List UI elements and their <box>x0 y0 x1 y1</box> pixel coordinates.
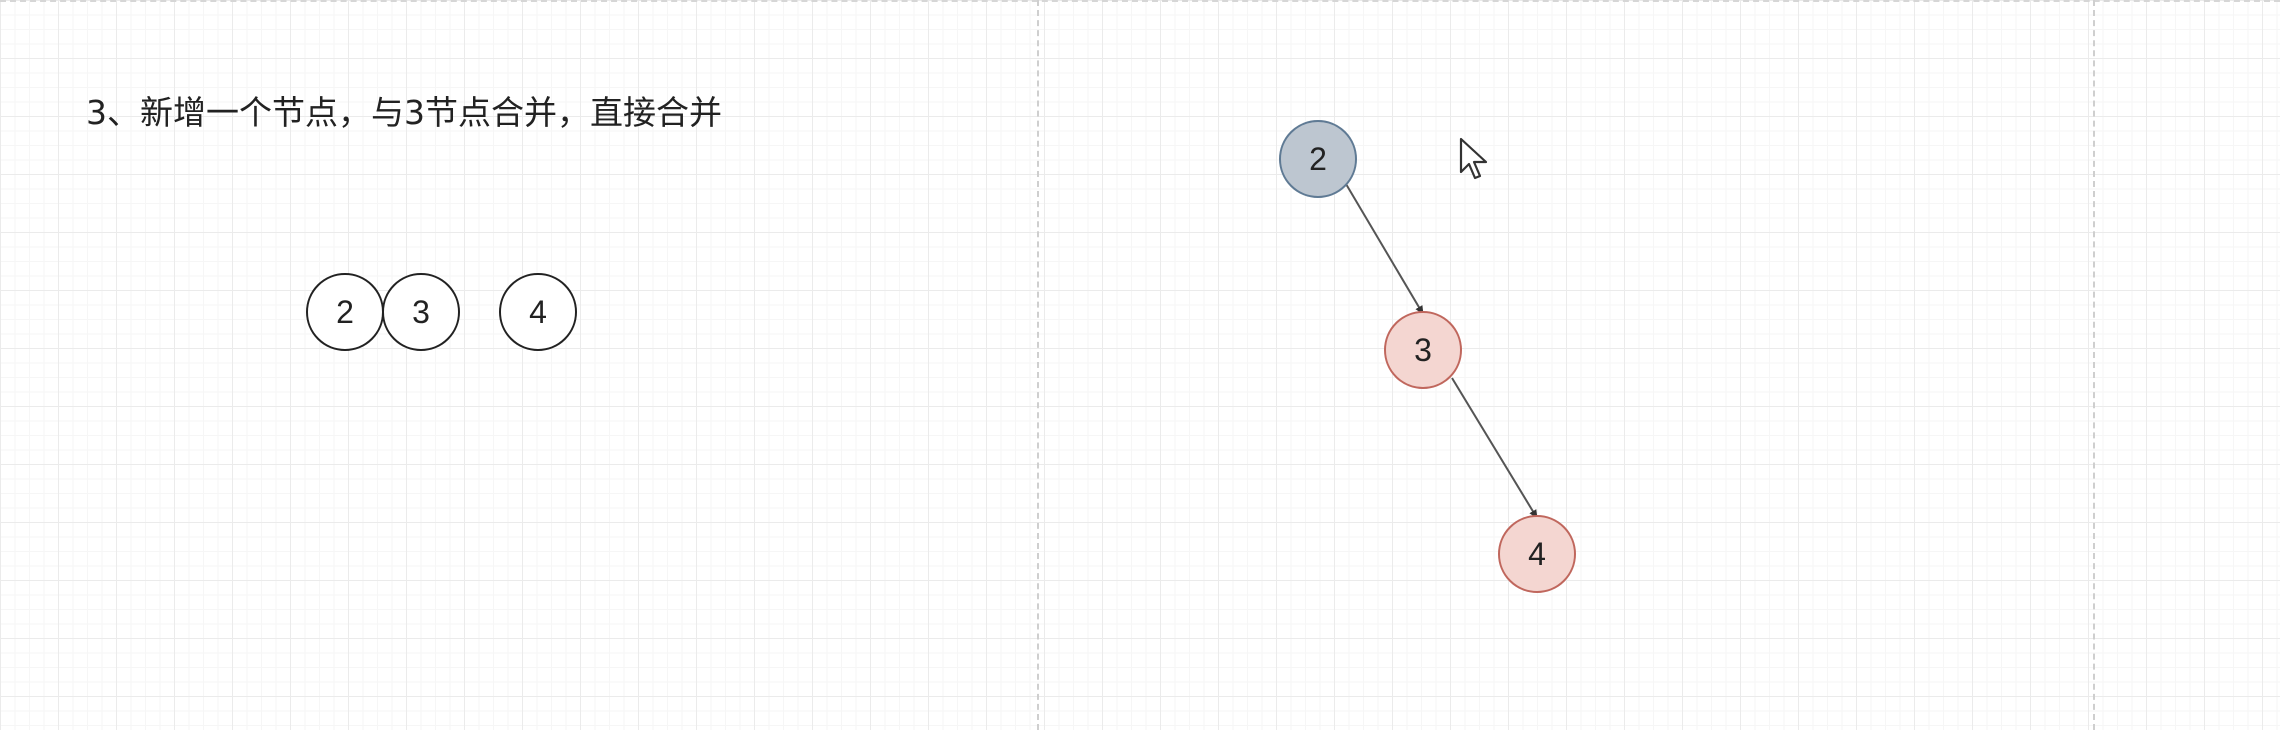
page-divider-left <box>1037 0 1039 730</box>
edge-3-to-4[interactable] <box>1451 377 1538 519</box>
left-node-4[interactable]: 4 <box>499 273 577 351</box>
step-caption: 3、新增一个节点，与3节点合并，直接合并 <box>86 93 722 132</box>
canvas-top-border <box>0 0 2280 2</box>
page-divider-right <box>2093 0 2095 730</box>
left-node-2[interactable]: 2 <box>306 273 384 351</box>
edge-2-to-3[interactable] <box>1345 183 1424 315</box>
left-node-3[interactable]: 3 <box>382 273 460 351</box>
tree-node-3[interactable]: 3 <box>1384 311 1462 389</box>
tree-node-2-root[interactable]: 2 <box>1279 120 1357 198</box>
mouse-pointer-icon <box>1459 137 1488 180</box>
tree-node-4[interactable]: 4 <box>1498 515 1576 593</box>
